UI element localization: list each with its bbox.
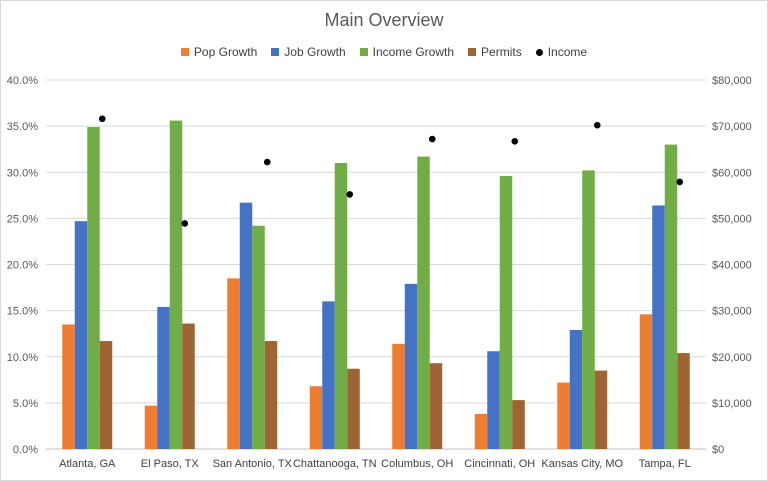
legend-swatch [468,48,477,56]
bar [677,353,690,449]
right-axis-tick-label: $40,000 [712,260,752,272]
bar [557,382,570,449]
bar [239,202,253,449]
bar [157,306,170,449]
income-marker [346,191,354,198]
left-axis-tick-label: 35.0% [7,121,38,133]
bar [569,329,583,449]
bar [99,341,113,449]
income-marker [428,135,436,143]
chart-title: Main Overview [324,10,444,30]
bar [334,163,348,449]
left-axis-tick-label: 10.0% [7,352,38,364]
bar [417,156,430,449]
bar [499,175,513,449]
legend-item: Job Growth [271,45,346,59]
bar [62,324,75,449]
income-marker [181,220,189,227]
category-label: Chattanooga, TN [293,458,377,470]
income-marker [263,158,271,166]
category-label: Cincinnati, OH [464,458,535,470]
legend-swatch [180,48,189,56]
bar [487,351,500,449]
bar [252,225,265,449]
legend-label: Income Growth [372,45,455,59]
bar [74,221,88,449]
bar [429,363,443,449]
right-axis-tick-label: $20,000 [712,352,752,364]
right-axis-tick-label: $60,000 [712,167,752,179]
category-label: Kansas City, MO [541,458,623,470]
right-axis-tick-label: $30,000 [712,306,752,318]
bar [87,127,100,450]
income-marker [511,138,519,145]
bar [169,120,183,449]
income-marker [593,121,601,129]
legend-label: Pop Growth [193,45,258,59]
income-marker [676,178,684,186]
right-axis-tick-label: $10,000 [712,398,752,410]
bar [652,205,665,449]
bar [512,400,525,449]
left-axis-tick-label: 25.0% [7,213,38,225]
right-axis-tick-label: $70,000 [712,121,752,133]
category-label: El Paso, TX [141,458,200,470]
right-axis-tick-label: $0 [712,444,724,456]
right-axis-tick-label: $50,000 [712,213,752,225]
legend: Pop Growth Job Growth Income Growth Permits… [0,45,768,59]
legend-swatch [359,48,368,56]
legend-swatch [271,48,280,56]
bar [264,341,278,449]
bar [639,314,653,449]
left-axis-tick-label: 30.0% [7,167,38,179]
category-label: Columbus, OH [381,458,453,470]
bar [347,368,360,449]
income-marker [98,115,106,123]
legend-item: Pop Growth [180,45,258,59]
legend-label: Job Growth [284,45,346,59]
right-axis-tick-label: $80,000 [712,75,752,87]
left-axis-tick-label: 0.0% [13,444,38,456]
left-axis-tick-label: 40.0% [7,75,38,87]
legend-item: Permits [468,45,522,59]
bar [664,144,678,449]
category-label: San Antonio, TX [213,458,293,470]
bar [404,283,418,449]
bar [309,386,323,449]
bar [322,301,335,449]
legend-label: Permits [481,45,522,59]
bar [594,370,608,449]
bar [144,405,158,449]
category-label: Atlanta, GA [59,458,116,470]
bar [474,413,488,449]
bar [227,278,240,449]
legend-item: Income [535,45,588,59]
left-axis-tick-label: 20.0% [7,260,38,272]
bar [182,323,195,449]
legend-swatch [535,48,543,56]
legend-item: Income Growth [359,45,455,59]
left-axis-tick-label: 15.0% [7,306,38,318]
legend-label: Income [547,45,588,59]
bar [582,170,595,449]
left-axis-tick-label: 5.0% [13,398,38,410]
category-label: Tampa, FL [639,458,691,470]
bar [392,343,405,449]
